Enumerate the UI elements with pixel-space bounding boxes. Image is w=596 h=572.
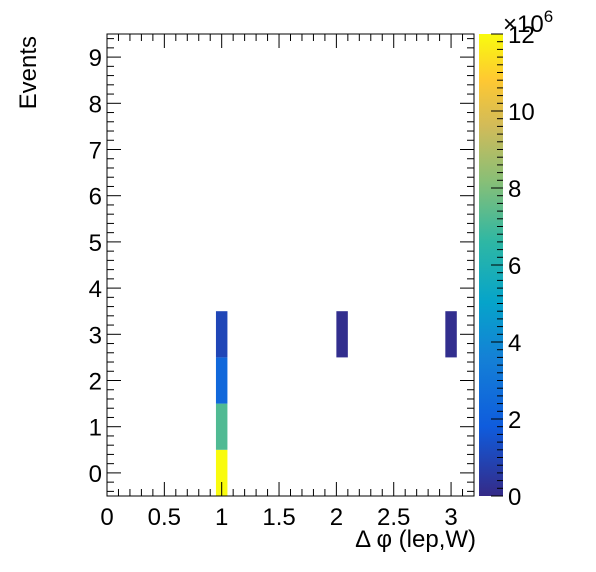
y-tick-label: 0 [89, 461, 102, 488]
colorbar-ticks [491, 33, 503, 497]
heatmap-cell [215, 449, 228, 496]
heatmap-cell [215, 357, 228, 404]
x-axis-ticks [106, 34, 475, 496]
y-axis-tick-labels: 0 1 2 3 4 5 6 7 8 9 [89, 45, 102, 488]
y-tick-label: 6 [89, 184, 102, 211]
colorbar-tick-label: 8 [508, 176, 521, 203]
colorbar-tick-labels: 0 2 4 6 8 10 12 [508, 22, 535, 511]
x-tick-label: 0 [100, 504, 113, 531]
colorbar-tick-label: 0 [508, 484, 521, 511]
x-axis-tick-labels: 0 0.5 1 1.5 2 2.5 3 [100, 504, 457, 531]
colorbar-exponent-power: 6 [544, 7, 553, 26]
colorbar-tick-label: 12 [508, 22, 535, 49]
y-tick-label: 2 [89, 369, 102, 396]
y-axis-title: Events [15, 36, 42, 109]
heatmap-cells [215, 311, 457, 496]
x-tick-label: 1 [215, 504, 228, 531]
colorbar-exponent: ×106 [503, 7, 553, 38]
y-tick-label: 3 [89, 322, 102, 349]
x-tick-label: 1.5 [262, 504, 295, 531]
x-tick-label: 3 [444, 504, 457, 531]
heatmap-cell [215, 311, 228, 358]
colorbar-tick-label: 4 [508, 330, 521, 357]
x-tick-label: 2 [330, 504, 343, 531]
y-axis-ticks [107, 38, 474, 492]
y-tick-label: 9 [89, 45, 102, 72]
colorbar-tick-label: 10 [508, 99, 535, 126]
colorbar-tick-label: 6 [508, 253, 521, 280]
y-tick-label: 7 [89, 138, 102, 165]
y-tick-label: 8 [89, 91, 102, 118]
heatmap-cell [336, 311, 348, 358]
x-tick-label: 2.5 [377, 504, 410, 531]
y-tick-label: 1 [89, 415, 102, 442]
y-tick-label: 4 [89, 276, 102, 303]
heatmap-cell [445, 311, 457, 358]
colorbar-tick-label: 2 [508, 407, 521, 434]
x-axis-title: Δ φ (lep,W) [355, 526, 476, 553]
y-tick-label: 5 [89, 230, 102, 257]
x-tick-label: 0.5 [148, 504, 181, 531]
colorbar-exponent-base: ×10 [503, 11, 544, 38]
plot-frame [106, 33, 475, 497]
heatmap-cell [215, 403, 228, 450]
